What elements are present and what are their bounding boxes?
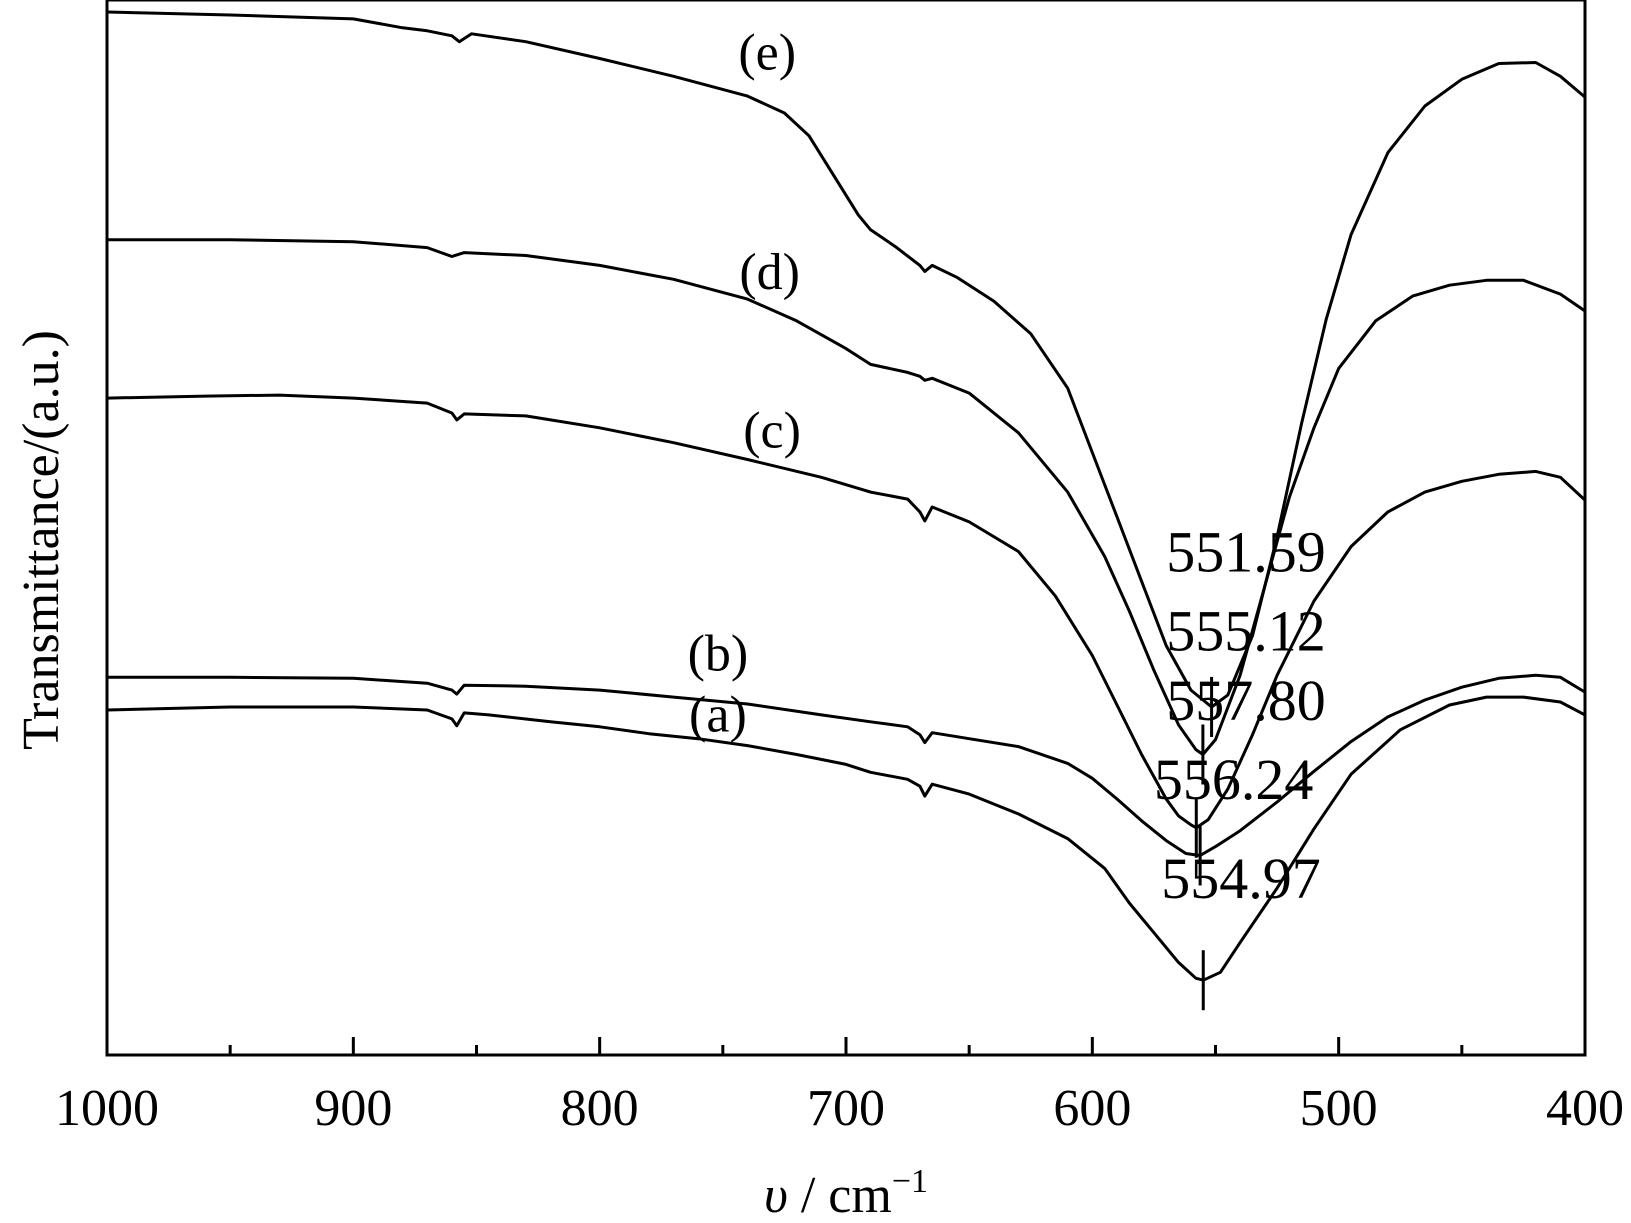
x-tick-label: 400 — [1546, 1080, 1624, 1137]
peak-label: 554.97 — [1161, 846, 1321, 911]
series-line-e — [106, 10, 1586, 709]
curve-label-a: (a) — [689, 687, 747, 744]
x-tick-label: 700 — [807, 1080, 885, 1137]
peak-label: 555.12 — [1166, 599, 1326, 664]
peak-label: 557.80 — [1166, 668, 1326, 733]
x-axis-ticks: 1000 900 800 700 600 500 400 — [55, 1037, 1624, 1137]
x-axis-title: υ / cm−1 — [764, 1163, 928, 1223]
curve-label-c: (c) — [743, 403, 801, 460]
peak-label: 556.24 — [1154, 747, 1314, 812]
x-tick-label: 1000 — [55, 1080, 159, 1137]
curve-label-b: (b) — [688, 625, 749, 682]
x-tick-label: 900 — [314, 1080, 392, 1137]
x-axis-separator: / — [788, 1167, 828, 1223]
x-tick-label: 600 — [1053, 1080, 1131, 1137]
x-axis-unit-exponent: −1 — [892, 1163, 928, 1200]
series-line-d — [107, 238, 1586, 756]
x-axis-symbol: υ — [764, 1167, 788, 1223]
x-tick-label: 500 — [1300, 1080, 1378, 1137]
curve-label-e: (e) — [738, 24, 796, 81]
peak-marks-group — [1194, 676, 1214, 1011]
series-line-a — [106, 695, 1586, 982]
x-axis-unit: cm — [828, 1167, 892, 1223]
x-tick-label: 800 — [561, 1080, 639, 1137]
series-line-c — [106, 393, 1587, 830]
curves-group — [106, 10, 1587, 982]
series-line-b — [107, 673, 1586, 857]
y-axis-title: Transmittance/(a.u.) — [13, 330, 70, 750]
curve-label-d: (d) — [739, 244, 800, 301]
peak-label: 551.59 — [1166, 519, 1326, 584]
